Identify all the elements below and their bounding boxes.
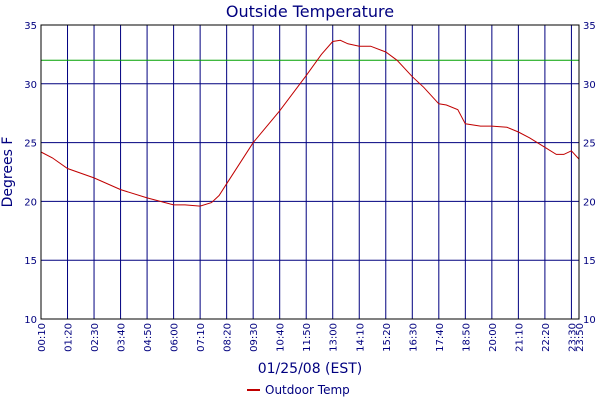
x-tick-label: 20:00 — [488, 323, 499, 352]
x-tick-label: 02:30 — [90, 323, 101, 352]
y-tick-label-left: 15 — [24, 256, 37, 267]
x-tick-label: 04:50 — [143, 323, 154, 352]
y-tick-label-left: 30 — [24, 80, 37, 91]
x-tick-label: 15:20 — [382, 323, 393, 352]
y-tick-label-left: 25 — [24, 139, 37, 150]
x-tick-label: 10:40 — [276, 323, 287, 352]
y-tick-label-left: 20 — [24, 197, 37, 208]
x-tick-label: 21:10 — [514, 323, 525, 352]
x-tick-label: 14:10 — [355, 323, 366, 352]
x-tick-label: 08:20 — [223, 323, 234, 352]
y-tick-label-right: 25 — [583, 139, 596, 150]
y-axis-label: Degrees F — [0, 137, 16, 208]
x-tick-label: 00:10 — [37, 323, 48, 352]
y-axis-left-ticks: 10 15 20 25 30 35 — [24, 21, 37, 326]
x-tick-label: 06:00 — [170, 323, 181, 352]
y-tick-label-right: 10 — [583, 315, 596, 326]
x-tick-label: 17:40 — [435, 323, 446, 352]
x-tick-label: 01:20 — [64, 323, 75, 352]
y-tick-label-right: 30 — [583, 80, 596, 91]
series-layer — [40, 39, 580, 207]
x-tick-label: 11:50 — [302, 323, 313, 352]
y-tick-label-right: 35 — [583, 21, 596, 32]
x-tick-label: 03:40 — [117, 323, 128, 352]
x-axis-label: 01/25/08 (EST) — [258, 361, 363, 377]
series-line-outdoor-temp — [40, 39, 580, 207]
legend-entry-outdoor-temp: Outdoor Temp — [265, 383, 350, 397]
x-tick-label: 09:30 — [249, 323, 260, 352]
x-tick-label: 13:00 — [329, 323, 340, 352]
legend: Outdoor Temp — [247, 383, 350, 397]
x-tick-label: 16:30 — [408, 323, 419, 352]
chart-title: Outside Temperature — [226, 2, 394, 21]
x-tick-label: 22:20 — [541, 323, 552, 352]
y-tick-label-right: 15 — [583, 256, 596, 267]
x-tick-label: 23:30 — [567, 323, 578, 352]
y-axis-right-ticks: 10 15 20 25 30 35 — [583, 21, 596, 326]
plot-area-border — [40, 24, 580, 320]
x-tick-label: 18:50 — [461, 323, 472, 352]
x-tick-label: 23:50 — [575, 323, 586, 352]
y-tick-label-left: 10 — [24, 315, 37, 326]
grid-lines — [41, 25, 580, 319]
x-axis-ticks: 00:10 01:20 02:30 03:40 04:50 06:00 07:10 08:20… — [37, 323, 586, 352]
y-tick-label-left: 35 — [24, 21, 37, 32]
x-tick-label: 07:10 — [196, 323, 207, 352]
y-tick-label-right: 20 — [583, 197, 596, 208]
